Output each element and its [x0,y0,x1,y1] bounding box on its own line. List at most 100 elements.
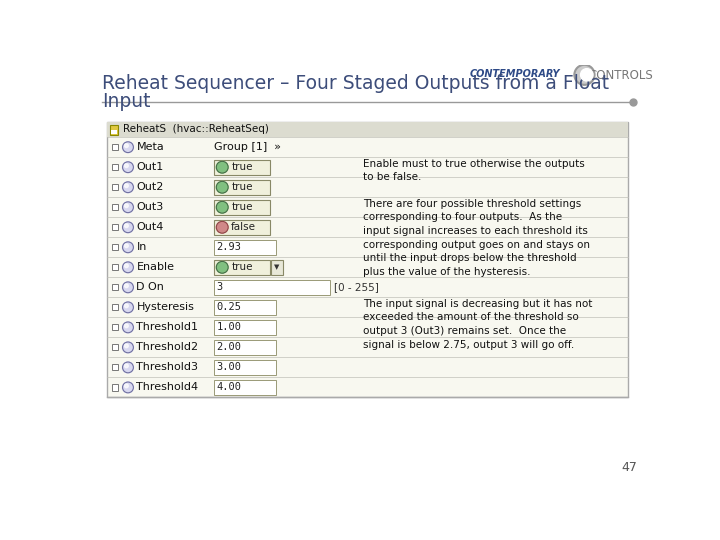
Bar [112,384,118,390]
Circle shape [216,261,228,273]
Bar [214,380,276,395]
Text: Hysteresis: Hysteresis [137,302,194,312]
Bar [214,280,330,295]
Circle shape [125,144,128,147]
Text: Enable must to true otherwise the outputs
to be false.: Enable must to true otherwise the output… [363,159,585,183]
Circle shape [125,244,128,248]
Bar [214,300,276,315]
Text: 3.00: 3.00 [216,362,241,373]
Text: ▼: ▼ [274,264,279,271]
Bar [214,260,270,275]
Text: 47: 47 [621,462,637,475]
Text: 2.00: 2.00 [216,342,241,353]
Bar [214,340,276,355]
Circle shape [122,282,133,293]
Circle shape [125,264,128,268]
Circle shape [122,202,133,213]
Text: true: true [231,202,253,212]
Bar [112,164,118,170]
Circle shape [122,362,133,373]
Bar [112,325,118,330]
Bar [112,184,118,190]
Circle shape [122,142,133,153]
Text: 3: 3 [216,282,222,292]
Bar [214,240,276,255]
Bar [112,144,118,150]
Circle shape [125,304,128,308]
Bar [214,360,276,375]
Text: Out1: Out1 [137,162,163,172]
Bar [214,220,270,235]
Circle shape [122,242,133,253]
Text: CONTEMPORARY: CONTEMPORARY [469,70,560,79]
Circle shape [216,181,228,193]
Bar [112,364,118,370]
Circle shape [122,302,133,313]
Text: true: true [231,162,253,172]
Text: true: true [231,262,253,272]
Bar [110,125,118,135]
Circle shape [122,162,133,173]
Bar [214,320,276,335]
Text: Meta: Meta [137,142,164,152]
Text: 4.00: 4.00 [216,382,241,393]
Bar [112,304,118,310]
Bar [111,130,117,134]
Bar [214,200,270,215]
Circle shape [216,201,228,213]
Circle shape [125,364,128,368]
Text: D On: D On [137,282,164,292]
Circle shape [125,344,128,348]
Text: [0 - 255]: [0 - 255] [334,282,379,292]
Circle shape [122,342,133,353]
Circle shape [125,184,128,187]
Circle shape [580,69,593,81]
Bar [112,204,118,211]
Text: Input: Input [102,92,150,111]
Bar [112,244,118,251]
Text: The input signal is decreasing but it has not
exceeded the amount of the thresho: The input signal is decreasing but it ha… [363,299,592,350]
Circle shape [122,322,133,333]
Circle shape [575,65,595,85]
Text: Threshold3: Threshold3 [137,362,199,373]
Bar [112,264,118,271]
Circle shape [125,384,128,388]
Bar [107,122,628,397]
Text: In: In [137,242,147,252]
Circle shape [125,164,128,167]
Text: 0.25: 0.25 [216,302,241,312]
Text: ReheatS  (hvac::ReheatSeq): ReheatS (hvac::ReheatSeq) [122,125,269,134]
Circle shape [216,161,228,173]
Text: false: false [231,222,256,232]
Text: Reheat Sequencer – Four Staged Outputs from a Float: Reheat Sequencer – Four Staged Outputs f… [102,74,608,93]
Bar [112,284,118,291]
Circle shape [125,324,128,328]
Circle shape [122,182,133,193]
Text: 1.00: 1.00 [216,322,241,332]
Text: CONTROLS: CONTROLS [588,70,653,83]
Bar [271,260,283,275]
Bar [214,159,270,175]
Text: true: true [231,182,253,192]
Circle shape [125,204,128,207]
Circle shape [125,284,128,288]
Circle shape [122,222,133,233]
Bar [112,224,118,231]
Text: Out4: Out4 [137,222,164,232]
Text: There are four possible threshold settings
corresponding to four outputs.  As th: There are four possible threshold settin… [363,199,590,277]
Text: Threshold2: Threshold2 [137,342,199,353]
Text: Out2: Out2 [137,182,164,192]
Text: Group [1]  »: Group [1] » [214,142,281,152]
Text: 2.93: 2.93 [216,242,241,252]
Text: Threshold4: Threshold4 [137,382,199,393]
Text: Threshold1: Threshold1 [137,322,199,332]
Text: Out3: Out3 [137,202,163,212]
Circle shape [125,224,128,228]
Circle shape [122,382,133,393]
Circle shape [216,221,228,233]
Bar [214,179,270,195]
Bar [112,345,118,350]
Circle shape [122,262,133,273]
Bar [107,122,628,137]
Text: Enable: Enable [137,262,174,272]
